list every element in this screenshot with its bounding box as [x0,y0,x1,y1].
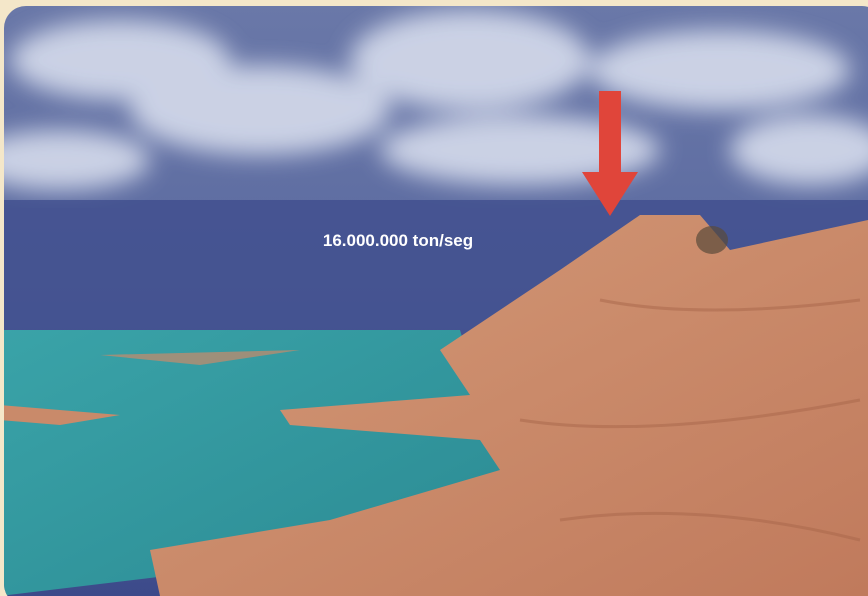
arrow [582,91,638,216]
flow-label: 16.000.000 ton/seg [323,231,473,250]
clouds [4,10,868,190]
